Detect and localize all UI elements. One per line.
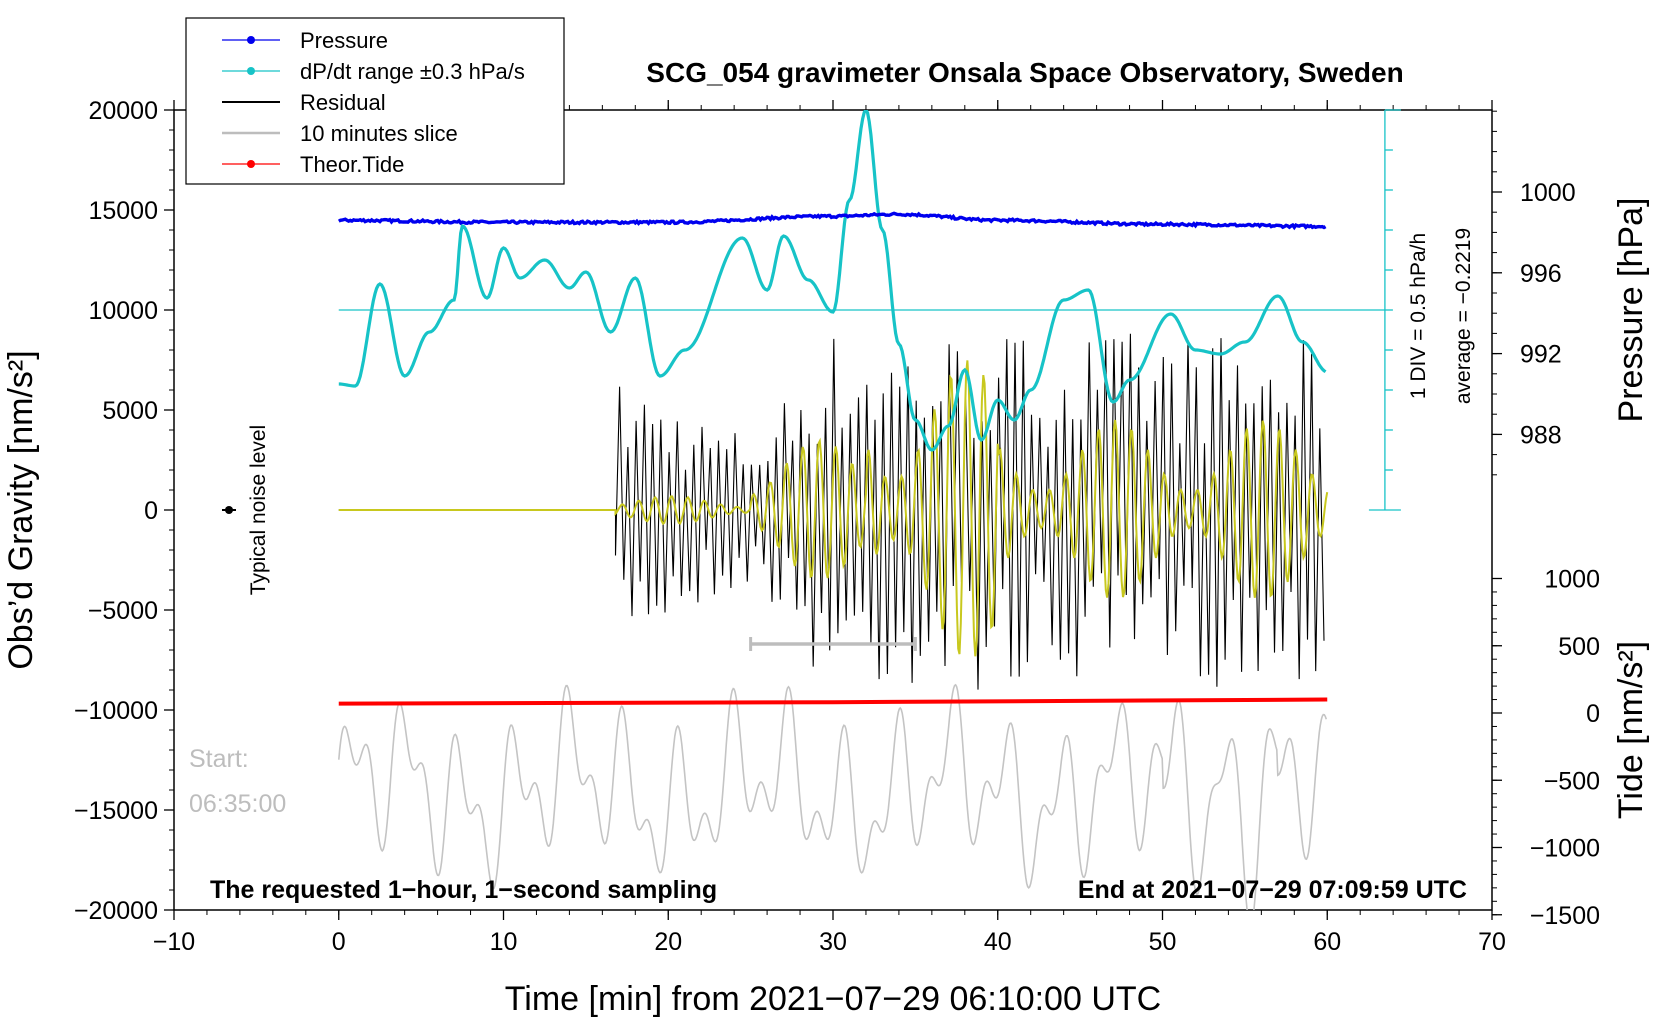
y-tick-label: −5000 <box>88 597 158 625</box>
legend: Pressure dP/dt range ±0.3 hPa/s Residual… <box>185 17 565 185</box>
x-tick-label: 60 <box>1313 928 1341 956</box>
filtered-line <box>338 360 1329 657</box>
tide-tick-label: −1500 <box>1530 902 1600 930</box>
x-tick-label: 0 <box>332 928 346 956</box>
x-tick-label: 70 <box>1478 928 1506 956</box>
x-tick-label: 50 <box>1149 928 1177 956</box>
legend-label-tide: Theor.Tide <box>300 152 404 177</box>
x-tick-label: 20 <box>654 928 682 956</box>
y-tick-label: 10000 <box>88 297 158 325</box>
dpdt-scale <box>1368 109 1401 511</box>
series-group <box>337 110 1385 910</box>
y-tick-label: 0 <box>144 497 158 525</box>
pressure-line <box>337 211 1327 231</box>
pressure-tick-label: 1000 <box>1520 179 1576 207</box>
x-axis-label: Time [min] from 2021−07−29 06:10:00 UTC <box>505 980 1161 1018</box>
div-label: 1 DIV = 0.5 hPa/h <box>1407 233 1430 399</box>
tick-marks: −10 0 10 20 30 40 50 60 7020000150001000050000−5… <box>74 97 1600 956</box>
legend-item-dpdt: dP/dt range ±0.3 hPa/s <box>222 59 525 84</box>
y-tick-label: 5000 <box>102 397 158 425</box>
pressure-tick-label: 996 <box>1520 260 1562 288</box>
y-tick-label: −10000 <box>74 697 158 725</box>
x-tick-label: 30 <box>819 928 847 956</box>
slice-line <box>338 683 1328 910</box>
y-tick-label: 20000 <box>88 97 158 125</box>
y-axis-label-tide: Tide [nm/s²] <box>1612 641 1650 819</box>
y-tick-label: −15000 <box>74 797 158 825</box>
bottom-left-note: The requested 1−hour, 1−second sampling <box>210 876 717 904</box>
y-tick-label: −20000 <box>74 897 158 925</box>
legend-label-slice: 10 minutes slice <box>300 121 458 146</box>
legend-label-dpdt: dP/dt range ±0.3 hPa/s <box>300 59 525 84</box>
y-tick-label: 15000 <box>88 197 158 225</box>
pressure-tick-label: 992 <box>1520 341 1562 369</box>
start-label: Start: <box>189 745 249 773</box>
pressure-tick-label: 988 <box>1520 421 1562 449</box>
tide-tick-label: 1000 <box>1544 566 1600 594</box>
chart-title: SCG_054 gravimeter Onsala Space Observat… <box>646 57 1403 88</box>
legend-item-slice: 10 minutes slice <box>222 121 458 146</box>
y-axis-label-left: Obs’d Gravity [nm/s²] <box>2 350 40 669</box>
y-axis-label-pressure: Pressure [hPa] <box>1612 198 1650 423</box>
x-tick-label: 10 <box>490 928 518 956</box>
tide-tick-label: 0 <box>1586 700 1600 728</box>
noise-level-label: Typical noise level <box>247 425 270 595</box>
start-time: 06:35:00 <box>189 790 286 818</box>
bottom-right-note: End at 2021−07−29 07:09:59 UTC <box>1078 876 1467 904</box>
legend-item-pressure: Pressure <box>222 28 388 53</box>
tide-tick-label: −1000 <box>1530 835 1600 863</box>
tide-line <box>338 697 1328 706</box>
tide-tick-label: 500 <box>1558 633 1600 661</box>
average-label: average = −0.2219 <box>1452 228 1475 404</box>
legend-item-tide: Theor.Tide <box>222 152 404 177</box>
legend-label-pressure: Pressure <box>300 28 388 53</box>
legend-item-residual: Residual <box>222 90 386 115</box>
x-tick-label: −10 <box>153 928 195 956</box>
x-tick-label: 40 <box>984 928 1012 956</box>
tide-tick-label: −500 <box>1544 767 1600 795</box>
legend-label-residual: Residual <box>300 90 386 115</box>
dpdt-line <box>338 110 1327 452</box>
